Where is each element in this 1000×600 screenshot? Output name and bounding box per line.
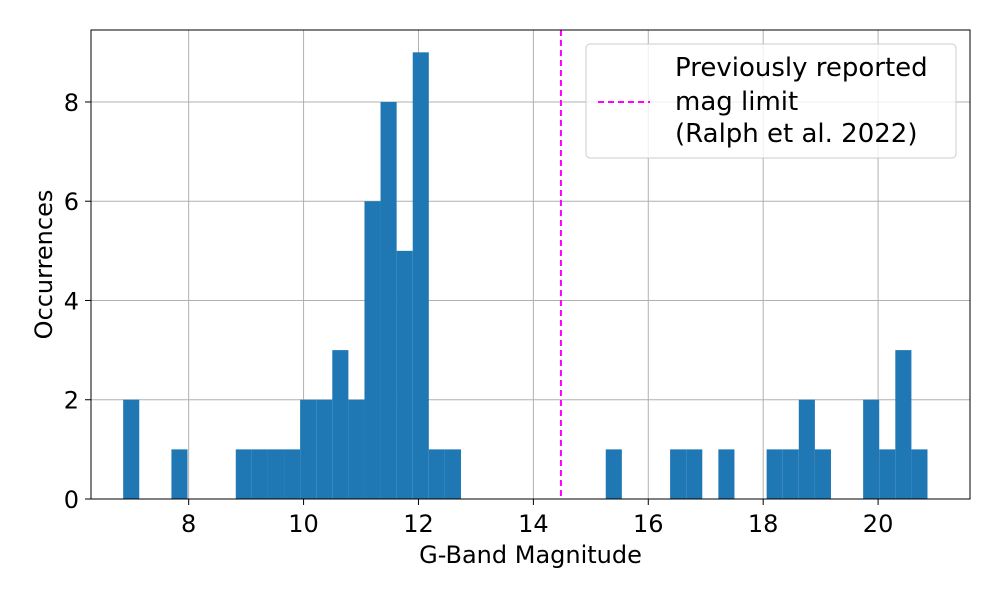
histogram-bar xyxy=(235,449,252,499)
histogram-bar xyxy=(879,449,896,499)
y-axis-ticks: 0 2 4 6 8 xyxy=(64,89,91,514)
legend-box xyxy=(585,43,957,159)
histogram-bar xyxy=(364,201,381,499)
y-tick-label: 4 xyxy=(64,287,79,315)
x-axis-label: G-Band Magnitude xyxy=(419,541,642,569)
x-tick-label: 18 xyxy=(748,510,779,538)
y-tick-label: 0 xyxy=(64,486,79,514)
histogram-bar xyxy=(396,250,413,499)
histogram-bar xyxy=(284,449,301,499)
histogram-bar xyxy=(782,449,799,499)
histogram-bar xyxy=(380,101,397,500)
legend: Previously reported mag limit (Ralph et … xyxy=(585,43,957,159)
histogram-bar xyxy=(123,399,140,499)
legend-label-line-3: (Ralph et al. 2022) xyxy=(675,119,918,149)
x-tick-label: 10 xyxy=(288,510,319,538)
histogram-bar xyxy=(332,350,349,499)
y-tick-label: 6 xyxy=(64,188,79,216)
histogram-bar xyxy=(316,399,333,499)
x-tick-label: 20 xyxy=(863,510,894,538)
histogram-bar xyxy=(814,449,831,499)
histogram-bar xyxy=(605,449,622,499)
x-tick-label: 12 xyxy=(403,510,434,538)
histogram-bar xyxy=(412,52,429,499)
histogram-bar xyxy=(798,399,815,499)
histogram-bar xyxy=(895,350,912,499)
legend-label-line-2: mag limit xyxy=(675,87,798,117)
y-tick-label: 2 xyxy=(64,387,79,415)
histogram-bar xyxy=(171,449,188,499)
bars xyxy=(123,52,928,500)
x-tick-label: 8 xyxy=(181,510,196,538)
x-tick-label: 14 xyxy=(518,510,549,538)
histogram-bar xyxy=(863,399,880,499)
histogram-bar xyxy=(428,449,445,499)
histogram-bar xyxy=(251,449,268,499)
plot-frame xyxy=(90,29,971,500)
histogram-bar xyxy=(686,449,703,499)
y-tick-label: 8 xyxy=(64,89,79,117)
histogram-bar xyxy=(348,399,365,499)
histogram-bar xyxy=(444,449,461,499)
histogram-bar xyxy=(766,449,783,499)
y-axis-label: Occurrences xyxy=(30,190,58,340)
x-tick-label: 16 xyxy=(633,510,664,538)
histogram-bar xyxy=(267,449,285,499)
histogram-bar xyxy=(718,449,735,499)
histogram-bar xyxy=(911,449,928,499)
x-axis-ticks: 8 10 12 14 16 18 20 xyxy=(181,499,893,538)
histogram-bar xyxy=(670,449,687,499)
histogram-bar xyxy=(300,399,317,499)
legend-label-line-1: Previously reported xyxy=(675,53,928,83)
